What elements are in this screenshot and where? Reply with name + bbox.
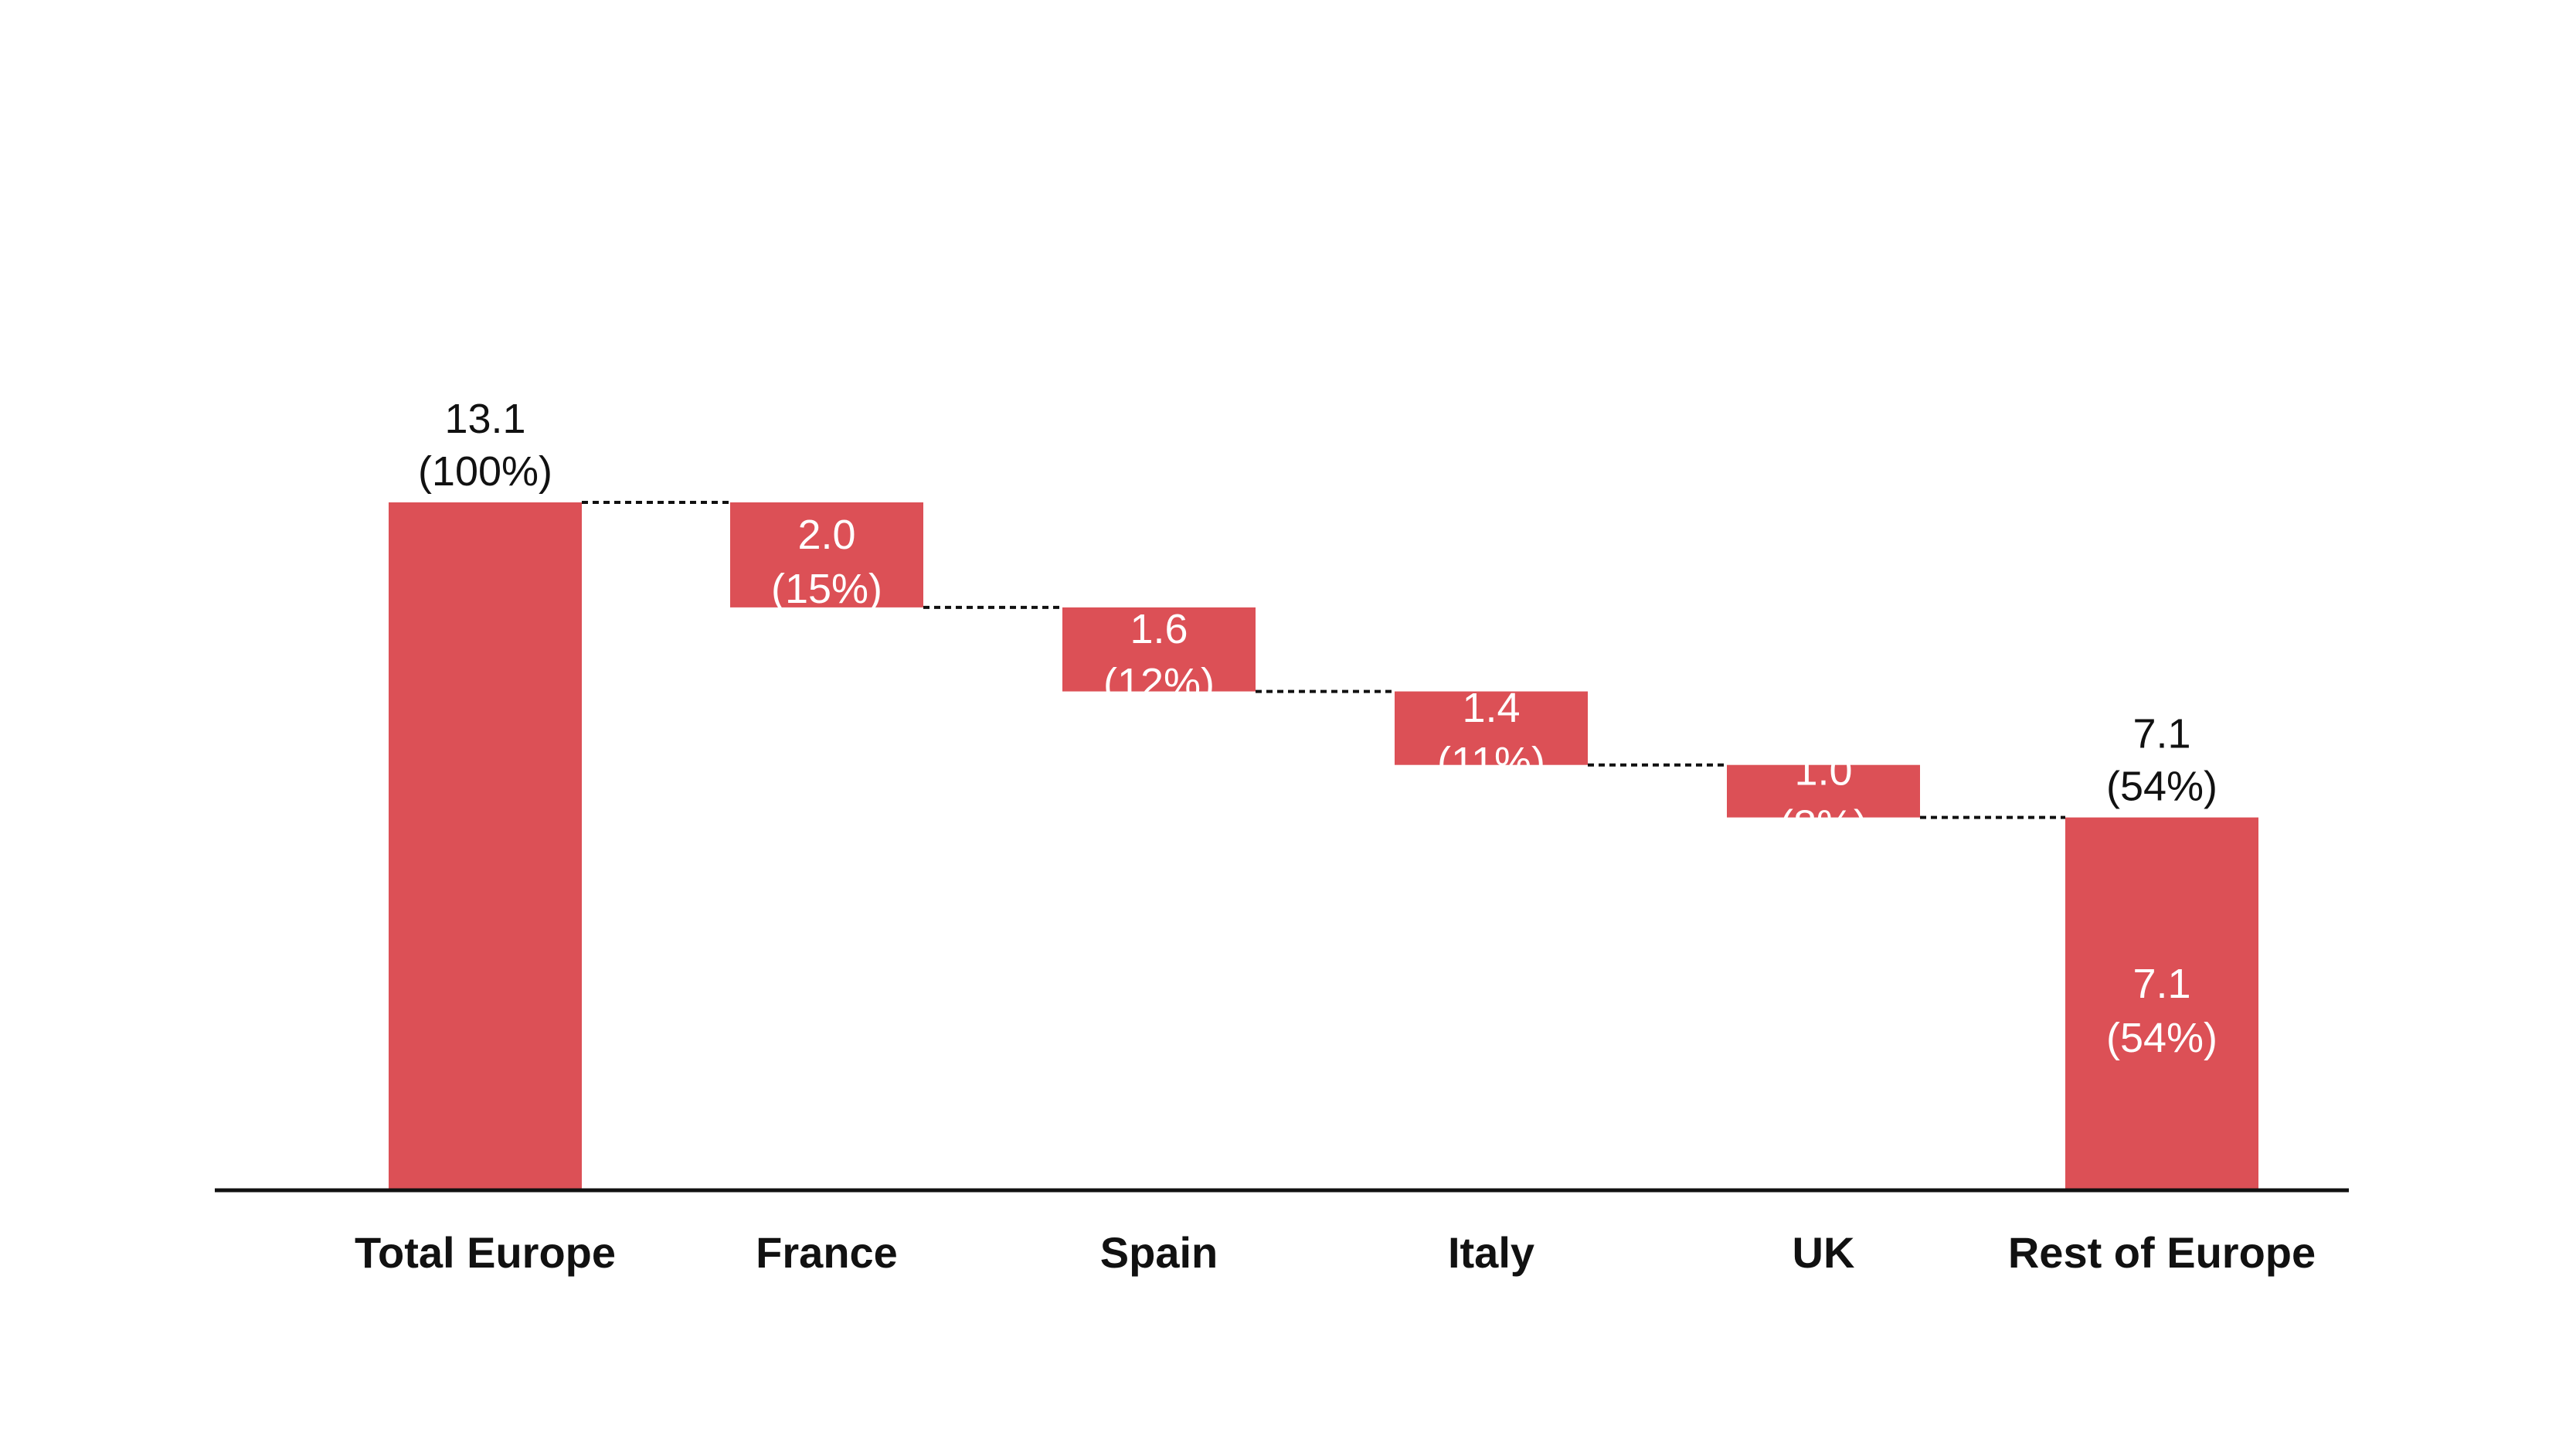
data-label-percent: (15%) xyxy=(771,566,882,612)
data-label-value: 2.0 xyxy=(797,512,855,558)
bar-france xyxy=(730,502,923,607)
data-label-value: 1.4 xyxy=(1462,685,1520,731)
data-label-value: 7.1 xyxy=(2133,961,2190,1007)
data-label-value: 13.1 xyxy=(444,396,525,442)
data-label-percent: (11%) xyxy=(1437,739,1545,785)
bar-rest-of-europe xyxy=(2065,817,2258,1190)
data-label-percent: (54%) xyxy=(2106,764,2217,810)
category-label: Italy xyxy=(1448,1228,1534,1277)
category-label: Total Europe xyxy=(355,1228,616,1277)
bar-spain xyxy=(1062,607,1256,692)
data-label-percent: (54%) xyxy=(2106,1015,2217,1061)
category-label: France xyxy=(756,1228,898,1277)
category-label: UK xyxy=(1793,1228,1855,1277)
data-label-value: 1.0 xyxy=(1794,748,1852,795)
data-label-percent: (8%) xyxy=(1779,802,1867,849)
category-label: Spain xyxy=(1100,1228,1218,1277)
data-label-percent: (100%) xyxy=(418,448,552,495)
data-label-value: 1.6 xyxy=(1130,606,1188,652)
data-label-value: 7.1 xyxy=(2133,711,2190,757)
category-label: Rest of Europe xyxy=(2008,1228,2316,1277)
bar-italy xyxy=(1395,691,1588,765)
bar-total-europe xyxy=(389,502,582,1190)
data-label-percent: (12%) xyxy=(1103,660,1215,706)
bar-uk xyxy=(1727,764,1920,818)
